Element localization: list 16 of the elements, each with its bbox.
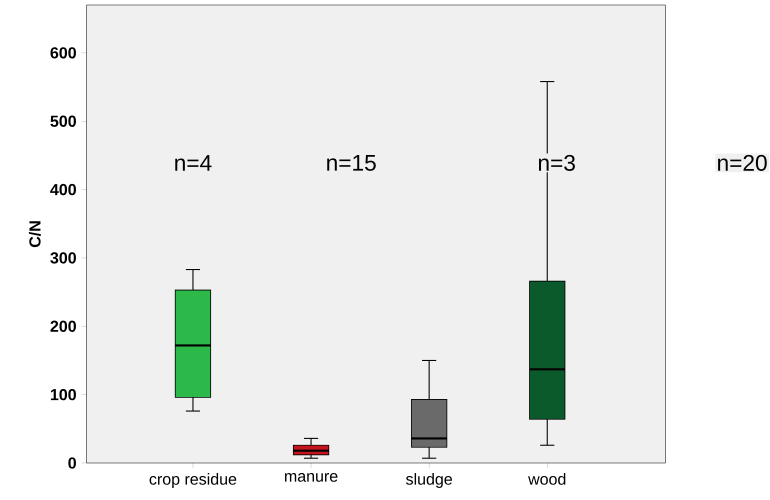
y-tick-label: 500 — [50, 116, 76, 127]
y-tick-label: 600 — [50, 47, 76, 59]
y-tick-label: 300 — [50, 252, 76, 264]
x-tick-label: manure — [284, 473, 338, 482]
y-tick-label: 400 — [50, 184, 76, 196]
x-tick-label: wood — [528, 473, 566, 485]
annotation: n=15 — [327, 154, 376, 171]
x-tick-label: crop residue — [150, 473, 236, 488]
text: n=20 — [718, 154, 767, 171]
annotation: n=4 — [175, 155, 212, 171]
y-tick-label: 200 — [50, 320, 76, 332]
x-tick-label: sludge — [406, 473, 452, 488]
annotation: n=3 — [538, 154, 575, 171]
y-axis-title: C/N — [28, 221, 41, 248]
y-tick-label: 100 — [50, 388, 76, 400]
y-tick-label: 0 — [68, 457, 76, 469]
